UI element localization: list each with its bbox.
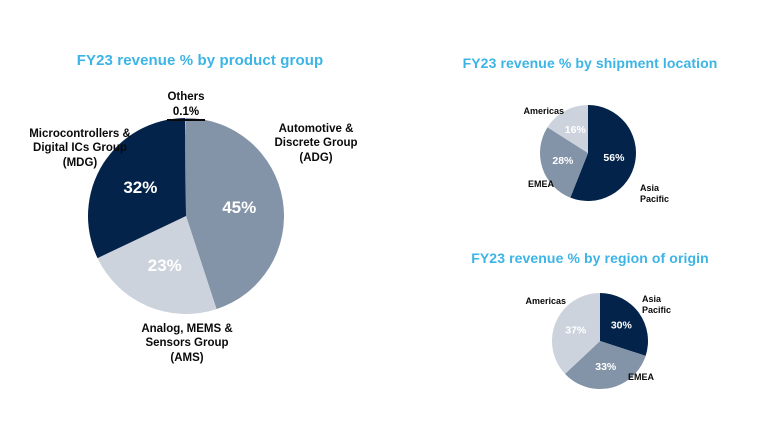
slice-percent-others: 0.1%	[167, 106, 205, 121]
pie-slice	[540, 127, 588, 198]
chart-title-product-group: FY23 revenue % by product group	[76, 52, 324, 69]
pie-slice	[565, 341, 646, 389]
slice-percent-label: 28%	[552, 155, 574, 167]
slice-label-asia-pacific-origin: Asia Pacific	[642, 294, 672, 316]
slice-label-asia-pacific-shipment: Asia Pacific	[640, 183, 670, 205]
chart-title-region-of-origin: FY23 revenue % by region of origin	[471, 250, 709, 266]
slice-percent-label: 33%	[595, 361, 617, 373]
slice-percent-label: 30%	[611, 319, 633, 331]
pie-slice	[186, 118, 284, 310]
slice-label-americas-shipment: Americas	[523, 106, 564, 116]
pie-slice	[600, 293, 648, 356]
slice-percent-label: 23%	[148, 256, 182, 275]
slice-label-others: Others	[167, 91, 205, 103]
pie-slice	[547, 105, 588, 153]
pie-slice	[552, 293, 600, 374]
slice-percent-label: 45%	[222, 198, 256, 217]
slice-percent-label: 56%	[603, 152, 625, 164]
pie-slice	[570, 105, 636, 201]
pie-slice	[97, 216, 217, 314]
slice-percent-label: 16%	[565, 124, 587, 136]
slice-label-americas-origin: Americas	[525, 296, 566, 306]
slice-label-ams: Analog, MEMS & Sensors Group (AMS)	[141, 323, 233, 364]
slice-label-emea-origin: EMEA	[628, 372, 655, 382]
slice-label-mdg: Microcontrollers & Digital ICs Group (MD…	[29, 128, 131, 169]
pie-chart-region-of-origin: 30% 33% 37%	[552, 293, 648, 389]
pie-chart-shipment-location: 56% 28% 16%	[540, 105, 636, 201]
pie-chart-product-group: 45% 23% 32%	[88, 118, 284, 314]
pie-slice	[185, 118, 186, 216]
slice-label-emea-shipment: EMEA	[527, 179, 554, 189]
slice-label-adg: Automotive & Discrete Group (ADG)	[274, 123, 358, 164]
slice-percent-label: 32%	[123, 178, 157, 197]
slice-percent-label: 37%	[565, 325, 587, 337]
pie-slice	[88, 118, 186, 259]
chart-title-shipment-location: FY23 revenue % by shipment location	[462, 55, 718, 71]
